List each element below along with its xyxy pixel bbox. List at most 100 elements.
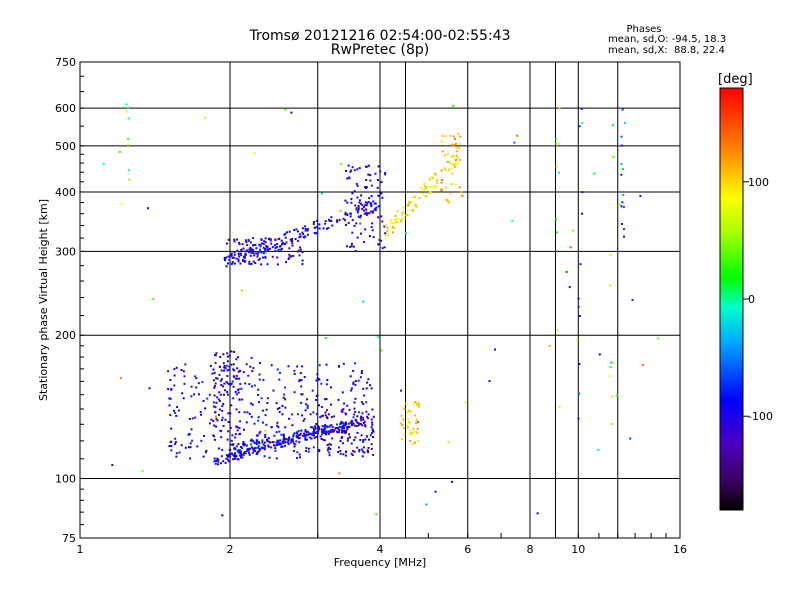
data-point (237, 449, 240, 452)
data-point (364, 438, 367, 441)
data-point (300, 429, 303, 432)
data-point (174, 443, 177, 446)
data-point (291, 424, 294, 427)
data-point (244, 239, 247, 242)
data-point (288, 417, 291, 420)
data-point (188, 417, 191, 420)
data-point (173, 374, 176, 377)
data-point (257, 259, 260, 261)
data-point (397, 218, 399, 220)
data-point (259, 248, 261, 251)
data-point (297, 230, 299, 233)
data-point (358, 448, 361, 451)
data-point (284, 426, 287, 429)
data-point (306, 407, 309, 409)
data-point (353, 190, 356, 193)
data-point (240, 453, 243, 456)
data-point (330, 386, 332, 389)
data-point (224, 418, 227, 421)
data-point (102, 162, 105, 165)
data-point (433, 172, 436, 175)
x-axis-label: Frequency [MHz] (334, 556, 426, 569)
data-point (297, 239, 300, 242)
data-point (280, 239, 283, 242)
data-point (170, 440, 173, 443)
data-point (238, 427, 241, 430)
data-point (244, 382, 247, 385)
y-tick-label: 300 (55, 245, 76, 258)
data-point (312, 430, 315, 433)
data-point (384, 172, 386, 175)
data-point (350, 169, 353, 172)
data-point (301, 259, 304, 262)
data-point (380, 181, 383, 184)
data-point (293, 445, 296, 448)
data-point (238, 377, 241, 380)
data-point (222, 425, 225, 427)
data-point (303, 376, 306, 378)
data-point (353, 225, 356, 227)
data-point (276, 246, 279, 248)
data-point (359, 214, 362, 217)
data-point (381, 220, 384, 223)
data-point (256, 253, 259, 256)
data-point (221, 514, 224, 517)
data-point (363, 241, 366, 243)
data-point (338, 219, 341, 222)
data-point (350, 387, 353, 390)
data-point (276, 424, 279, 427)
data-point (239, 420, 241, 423)
data-point (315, 379, 318, 382)
data-point (318, 427, 320, 430)
data-point (254, 252, 257, 255)
data-point (375, 513, 378, 516)
data-point (511, 219, 514, 222)
data-point (276, 368, 279, 371)
data-point (611, 395, 614, 398)
data-point (213, 457, 216, 460)
data-point (358, 422, 361, 425)
data-point (234, 456, 237, 459)
data-point (247, 374, 250, 377)
data-point (252, 440, 255, 443)
data-point (365, 435, 368, 438)
data-point (213, 385, 216, 387)
data-point (267, 444, 270, 447)
data-point (363, 212, 366, 215)
data-point (330, 219, 333, 222)
data-point (167, 370, 170, 373)
data-point (315, 423, 318, 425)
data-point (213, 424, 216, 427)
data-point (354, 436, 357, 439)
data-point (285, 261, 287, 264)
data-point (278, 237, 281, 240)
data-point (434, 490, 437, 493)
data-point (329, 448, 332, 450)
data-point (412, 427, 415, 430)
x-tick-label: 6 (464, 543, 471, 556)
data-point (342, 408, 345, 411)
data-point (581, 121, 584, 124)
data-point (281, 440, 284, 443)
data-point (237, 443, 240, 445)
data-point (213, 401, 215, 404)
data-point (202, 400, 205, 402)
data-point (346, 428, 349, 430)
data-point (322, 438, 325, 441)
data-point (237, 389, 240, 391)
data-point (360, 423, 362, 426)
data-point (369, 203, 372, 206)
data-point (269, 238, 272, 241)
data-point (403, 427, 405, 430)
phases-heading: Phases (626, 24, 661, 35)
data-point (248, 260, 251, 263)
data-point (218, 373, 221, 376)
data-point (218, 413, 220, 416)
data-point (269, 239, 272, 242)
data-point (247, 449, 250, 452)
data-point (354, 380, 357, 382)
data-point (422, 192, 425, 195)
data-point (152, 298, 155, 301)
data-point (226, 369, 229, 372)
data-point (555, 138, 558, 141)
